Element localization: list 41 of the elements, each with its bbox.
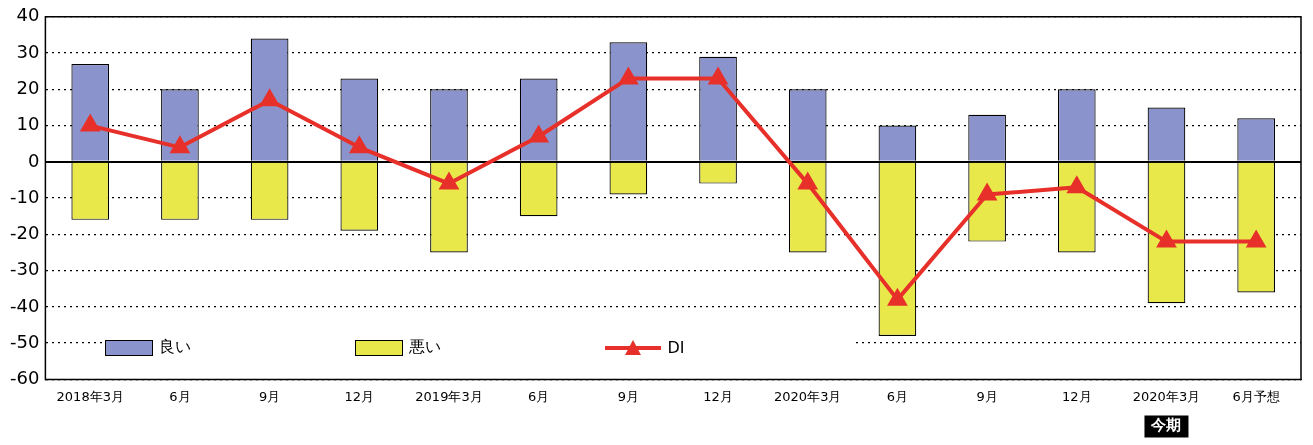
x-tick-label: 2019年3月 — [415, 388, 483, 404]
x-tick-label: 9月 — [617, 388, 639, 404]
x-tick-label: 12月 — [344, 388, 375, 404]
point — [260, 90, 279, 107]
x-tick-label: 9月 — [976, 388, 998, 404]
y-tick-label: 0 — [27, 149, 40, 171]
y-tick-label: -50 — [9, 330, 40, 352]
y-tick-label: 10 — [16, 113, 40, 135]
point — [978, 184, 997, 201]
y-tick-label: -30 — [9, 258, 40, 280]
legend-label: 良い — [159, 337, 192, 359]
point — [1067, 177, 1086, 194]
x-tick-label: 12月 — [1062, 388, 1092, 404]
y-tick-label: -40 — [9, 294, 40, 316]
point — [80, 113, 101, 132]
x-tick-label: 12月 — [703, 388, 733, 404]
y-tick-label: -60 — [9, 367, 40, 389]
legend-label: 悪い — [409, 337, 442, 359]
x-tick-label: 6月 — [886, 388, 909, 404]
y-tick-label: 30 — [16, 40, 40, 62]
point — [619, 68, 638, 85]
point — [529, 126, 548, 143]
x-tick-label: 6月予想 — [1232, 388, 1280, 404]
x-tick-label: 6月 — [169, 388, 191, 404]
point — [797, 171, 818, 190]
legend-label: DI — [667, 338, 685, 358]
point — [887, 287, 908, 306]
x-tick-label: 6月 — [528, 388, 550, 404]
text: 今期 — [1150, 416, 1182, 435]
x-tick-label: 2020年3月 — [1132, 388, 1201, 404]
point — [171, 137, 189, 154]
point — [1156, 229, 1177, 248]
y-tick-label: -10 — [9, 185, 40, 207]
y-tick-label: -20 — [9, 222, 40, 244]
y-tick-label: 40 — [16, 4, 40, 26]
point — [709, 68, 727, 85]
x-tick-label: 2018年3月 — [56, 388, 124, 404]
y-tick-label: 20 — [16, 76, 40, 98]
point — [350, 137, 369, 154]
x-tick-label: 9月 — [258, 388, 281, 404]
x-tick-label: 2020年3月 — [774, 388, 842, 404]
